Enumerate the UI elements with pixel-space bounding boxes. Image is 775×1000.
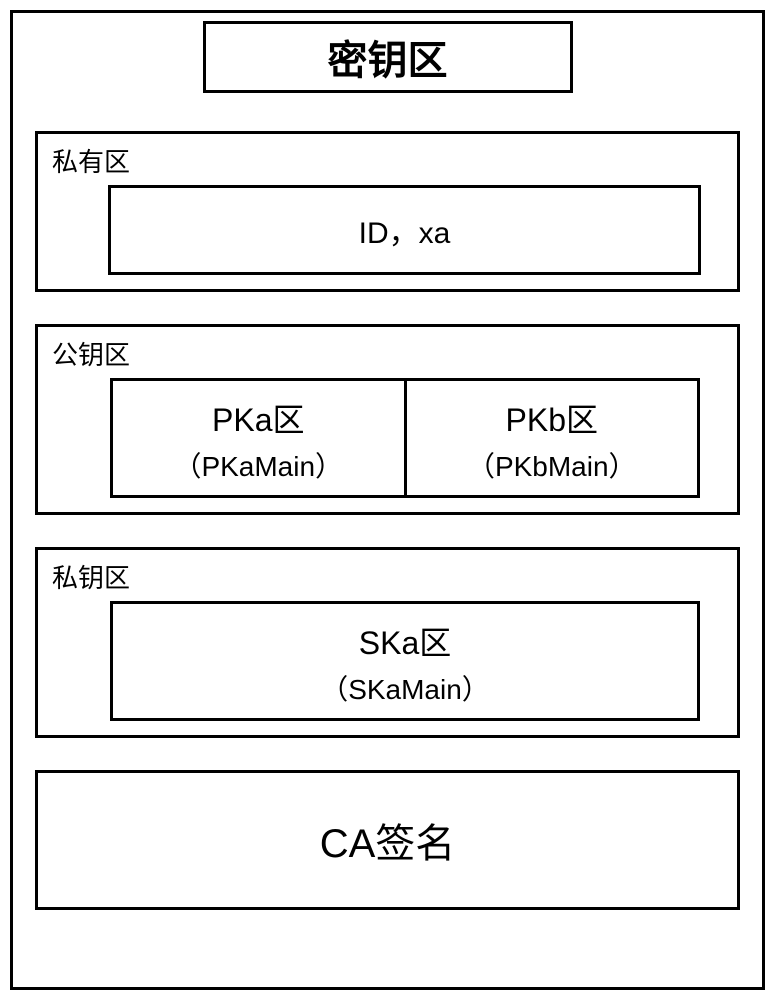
private-zone-content: ID，xa — [111, 208, 698, 252]
ca-signature-box: CA签名 — [35, 770, 740, 910]
private-zone-inner: ID，xa — [108, 185, 701, 275]
title-text: 密钥区 — [206, 28, 570, 86]
public-key-zone-label: 公钥区 — [38, 335, 737, 372]
private-key-zone-label: 私钥区 — [38, 558, 737, 595]
key-zone-container: 密钥区 私有区 ID，xa 公钥区 PKa区 （PKaMain） PKb区 （P… — [10, 10, 765, 990]
pk-row: PKa区 （PKaMain） PKb区 （PKbMain） — [110, 378, 700, 498]
ca-signature-text: CA签名 — [38, 811, 737, 869]
pka-box: PKa区 （PKaMain） — [110, 378, 407, 498]
ska-box: SKa区 （SKaMain） — [110, 601, 700, 721]
title-box: 密钥区 — [203, 21, 573, 93]
pkb-title: PKb区 — [407, 395, 698, 441]
pkb-box: PKb区 （PKbMain） — [407, 378, 701, 498]
private-key-zone-section: 私钥区 SKa区 （SKaMain） — [35, 547, 740, 738]
pka-sub: （PKaMain） — [113, 445, 404, 485]
pka-title: PKa区 — [113, 395, 404, 441]
ska-title: SKa区 — [113, 618, 697, 664]
ska-sub: （SKaMain） — [113, 668, 697, 708]
pkb-sub: （PKbMain） — [407, 445, 698, 485]
private-zone-label: 私有区 — [38, 142, 737, 179]
public-key-zone-section: 公钥区 PKa区 （PKaMain） PKb区 （PKbMain） — [35, 324, 740, 515]
private-zone-section: 私有区 ID，xa — [35, 131, 740, 292]
